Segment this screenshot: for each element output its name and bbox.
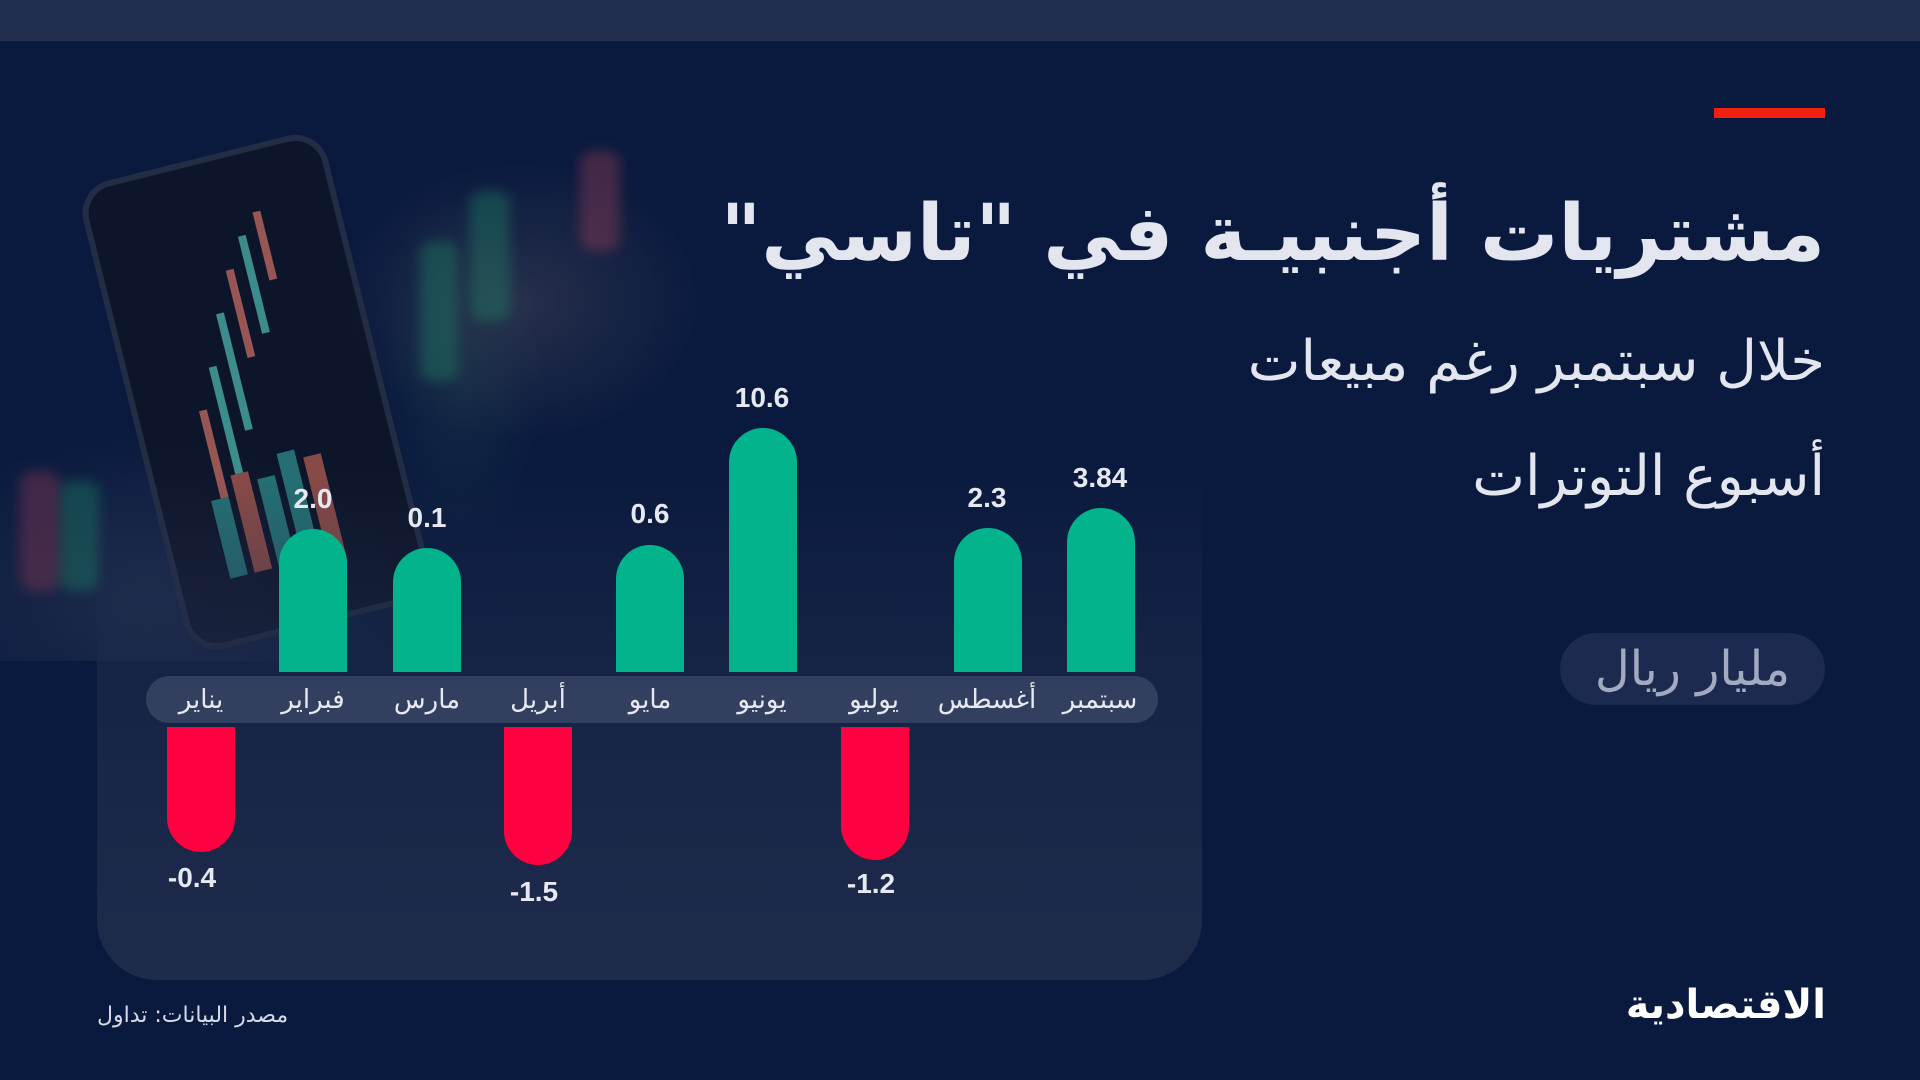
bar-feb bbox=[279, 529, 347, 672]
x-axis-band bbox=[146, 676, 1158, 723]
x-label-aug: أغسطس bbox=[937, 685, 1037, 715]
blurred-candle bbox=[470, 191, 510, 321]
value-label-sep: 3.84 bbox=[1072, 462, 1128, 493]
bar-apr bbox=[504, 727, 572, 865]
x-label-jun: يونيو bbox=[737, 685, 787, 715]
top-band bbox=[0, 0, 1920, 41]
x-label-feb: فبراير bbox=[281, 685, 345, 715]
x-label-may: مايو bbox=[628, 685, 672, 715]
brand-logo: الاقتصادية bbox=[1625, 982, 1827, 1028]
value-label-aug: 2.3 bbox=[967, 482, 1007, 513]
unit-badge: مليار ريال bbox=[1560, 633, 1825, 705]
bar-sep bbox=[1067, 508, 1135, 672]
x-label-mar: مارس bbox=[393, 685, 461, 715]
bar-jun bbox=[729, 428, 797, 672]
value-label-may: 0.6 bbox=[630, 498, 670, 529]
blurred-candle bbox=[20, 471, 60, 591]
blurred-candle bbox=[60, 481, 100, 591]
bar-mar bbox=[393, 548, 461, 672]
value-label-mar: 0.1 bbox=[407, 502, 447, 533]
subtitle-line-1: خلال سبتمبر رغم مبيعات bbox=[1247, 329, 1825, 394]
x-label-apr: أبريل bbox=[510, 685, 566, 715]
bar-aug bbox=[954, 528, 1022, 672]
value-label-jan: -0.4 bbox=[167, 862, 217, 893]
page-title: مشتريات أجنبيـة في "تاسي" bbox=[720, 189, 1825, 279]
x-label-jan: يناير bbox=[178, 685, 224, 715]
value-label-apr: -1.5 bbox=[509, 876, 559, 907]
blurred-candle bbox=[580, 151, 620, 251]
accent-line bbox=[1714, 108, 1825, 118]
subtitle-line-2: أسبوع التوترات bbox=[1472, 444, 1825, 509]
value-label-jun: 10.6 bbox=[734, 382, 790, 413]
bar-may bbox=[616, 545, 684, 672]
data-source: مصدر البيانات: تداول bbox=[97, 1003, 289, 1028]
value-label-feb: 2.0 bbox=[293, 483, 333, 514]
bar-jan bbox=[167, 727, 235, 852]
bar-jul bbox=[841, 727, 909, 860]
value-label-jul: -1.2 bbox=[846, 868, 896, 899]
blurred-candle bbox=[420, 241, 458, 381]
x-label-sep: سبتمبر bbox=[1062, 685, 1138, 715]
x-label-jul: يوليو bbox=[849, 685, 899, 715]
